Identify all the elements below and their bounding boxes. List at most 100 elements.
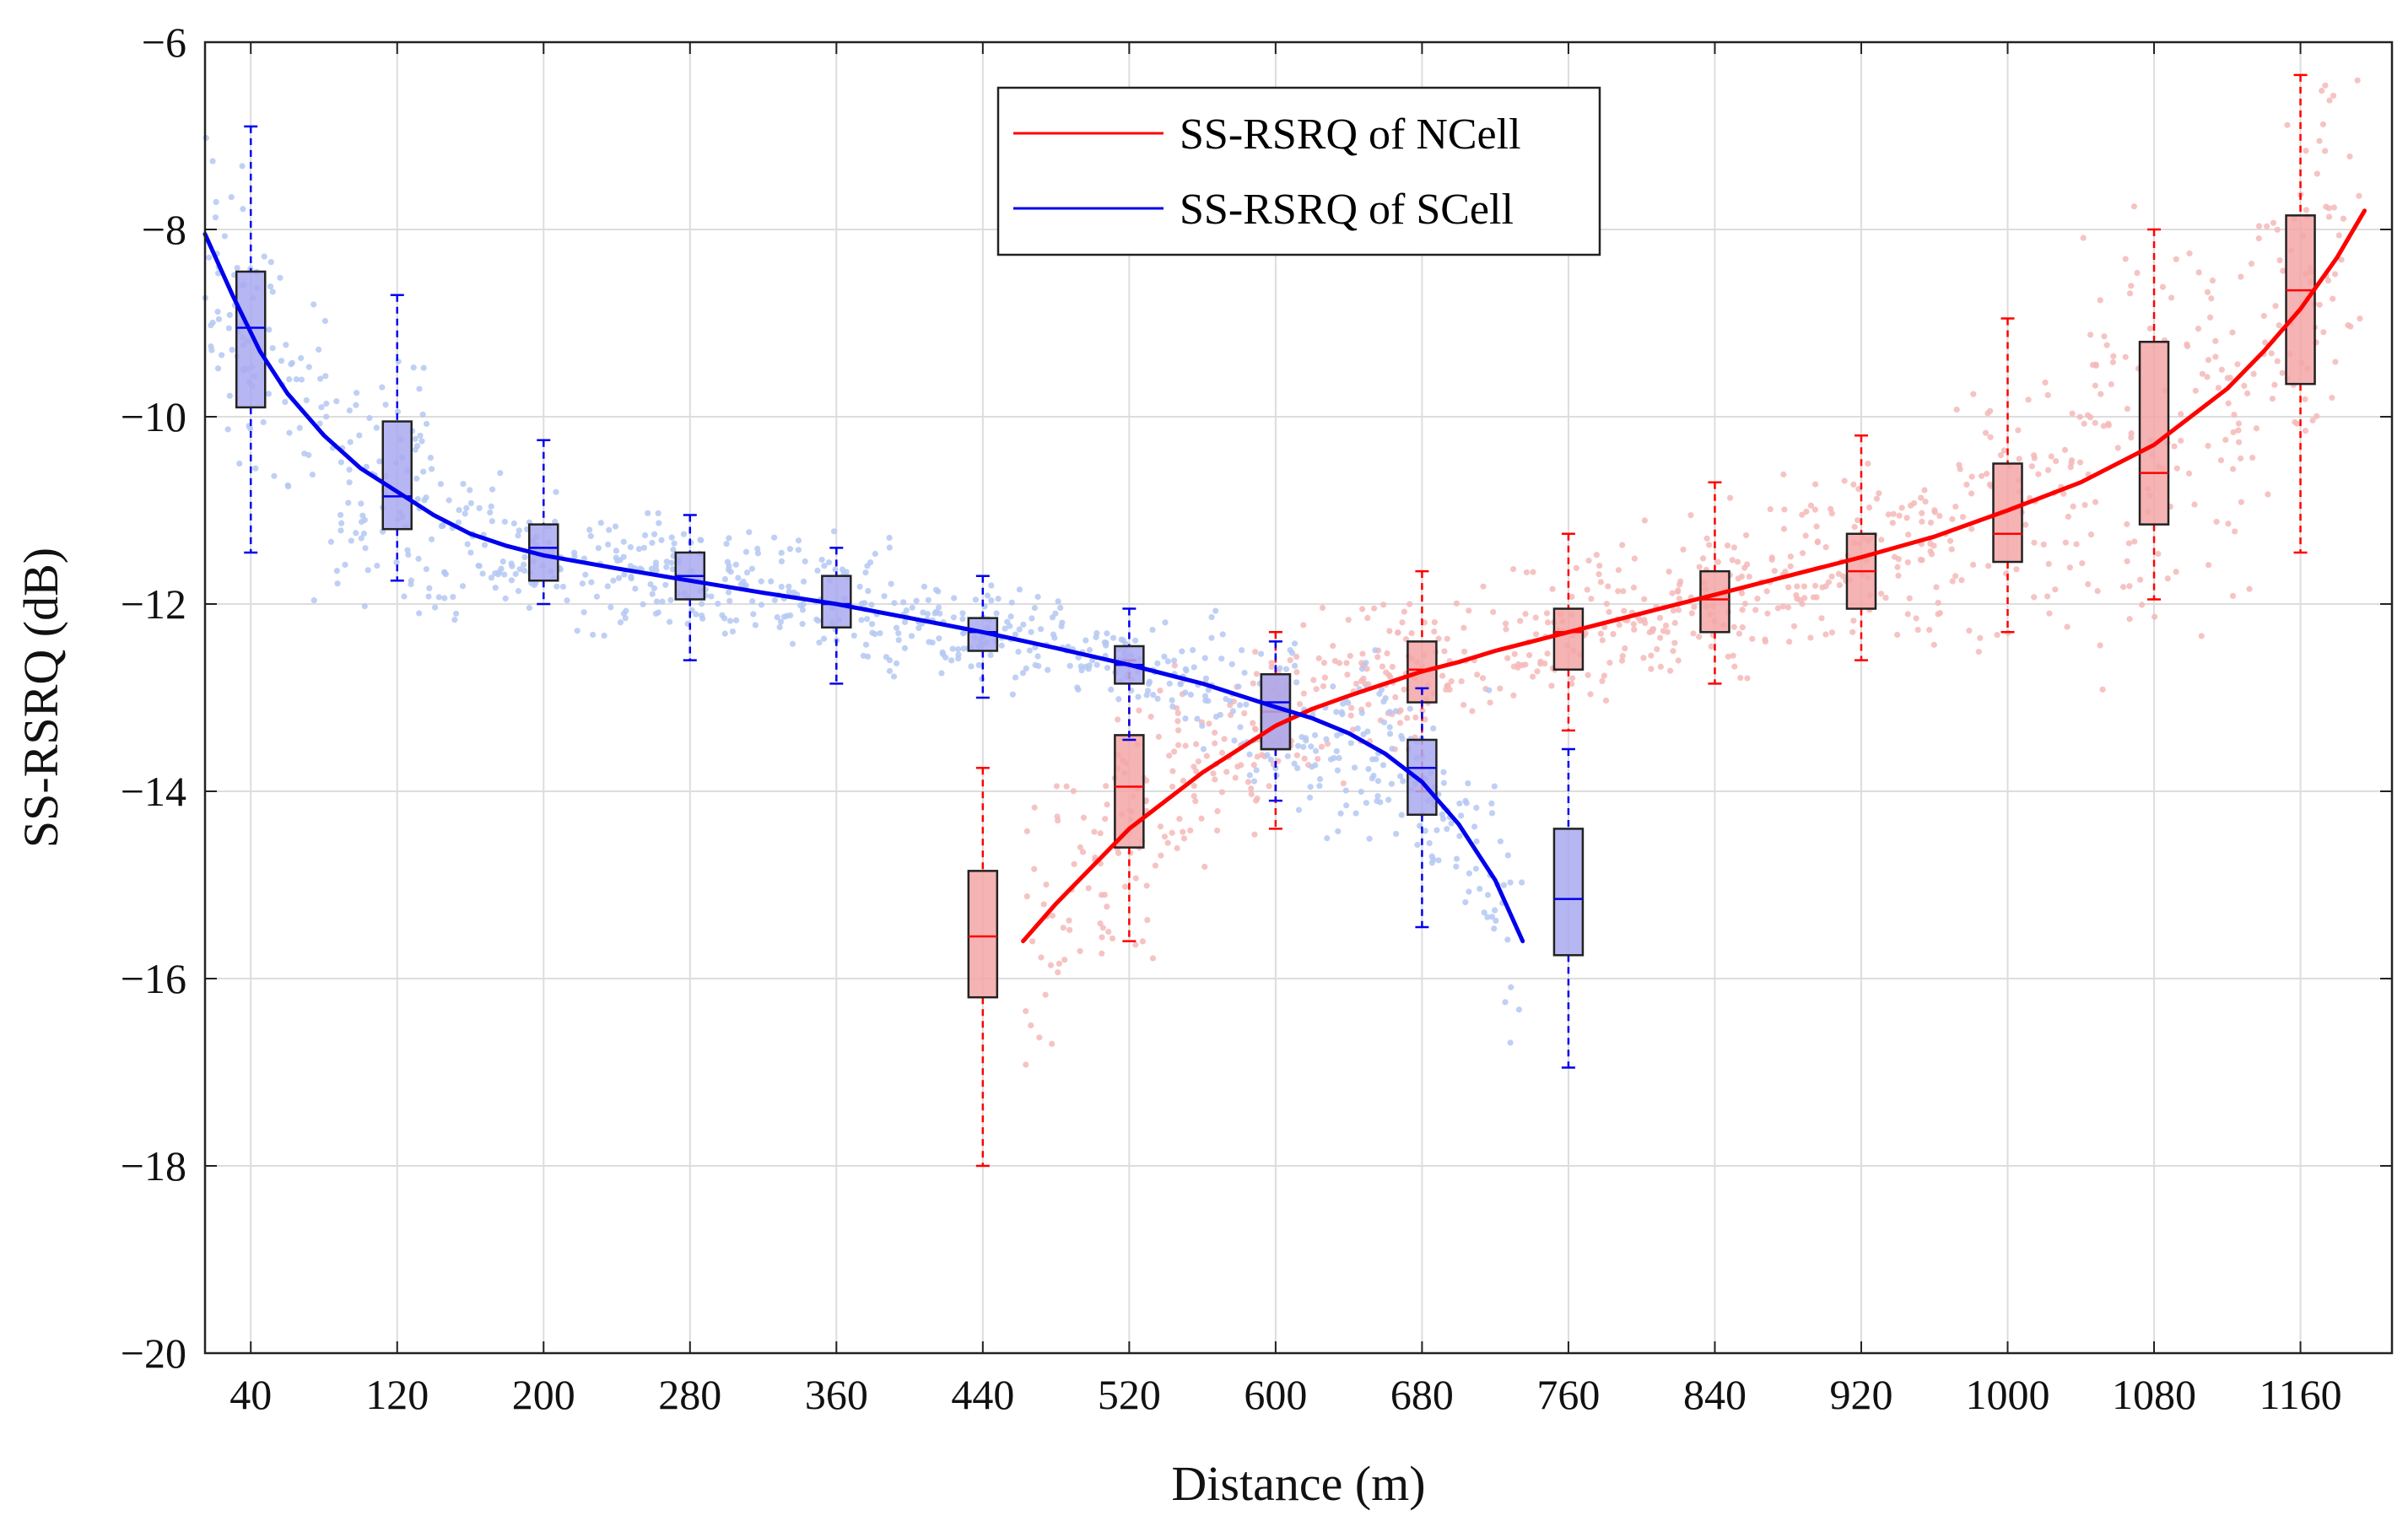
- scell-sample-point: [1316, 775, 1324, 783]
- ncell-sample-point: [1408, 629, 1415, 637]
- ncell-sample-point: [1963, 481, 1970, 488]
- scell-sample-point: [428, 536, 435, 542]
- scell-sample-point: [467, 487, 473, 494]
- scell-sample-point: [214, 308, 221, 316]
- scell-sample-point: [900, 599, 907, 606]
- scell-sample-point: [467, 499, 474, 507]
- scell-sample-point: [655, 510, 661, 517]
- ncell-sample-point: [1983, 470, 1990, 477]
- scell-sample-point: [699, 612, 705, 619]
- scell-sample-point: [467, 549, 474, 556]
- scell-sample-point: [758, 601, 765, 608]
- scell-sample-point: [662, 581, 669, 588]
- scell-sample-point: [1161, 653, 1168, 660]
- ncell-sample-point: [1599, 637, 1606, 644]
- ncell-sample-point: [1946, 537, 1954, 544]
- scell-sample-point: [488, 574, 495, 581]
- scell-sample-point: [1311, 731, 1319, 739]
- scell-sample-point: [1393, 830, 1400, 838]
- ncell-sample-point: [1926, 627, 1933, 634]
- scell-sample-point: [863, 616, 871, 623]
- scell-sample-point: [337, 459, 344, 466]
- ncell-sample-point: [1790, 623, 1798, 629]
- ncell-sample-point: [1828, 629, 1836, 636]
- ncell-sample-point: [2098, 391, 2104, 397]
- scell-sample-point: [426, 585, 433, 591]
- scell-sample-point: [1019, 670, 1027, 677]
- scell-sample-point: [721, 615, 728, 622]
- scell-sample-point: [1340, 700, 1347, 707]
- scell-sample-point: [362, 545, 369, 552]
- scell-sample-point: [1293, 679, 1300, 686]
- scell-sample-point: [1219, 631, 1226, 638]
- ncell-sample-point: [1071, 860, 1077, 867]
- ncell-sample-point: [1460, 702, 1467, 709]
- ncell-sample-point: [1987, 434, 1994, 440]
- y-tick-label: −8: [142, 206, 186, 253]
- scell-sample-point: [795, 537, 802, 544]
- scell-sample-point: [1164, 658, 1171, 665]
- ncell-sample-point: [1764, 610, 1771, 617]
- ncell-sample-point: [1739, 624, 1746, 631]
- ncell-sample-point: [2268, 350, 2275, 357]
- scell-sample-point: [668, 559, 675, 566]
- ncell-sample-point: [1603, 601, 1610, 607]
- scell-sample-point: [1093, 661, 1100, 668]
- scell-sample-point: [267, 259, 274, 266]
- ncell-sample-point: [1101, 891, 1109, 898]
- scell-sample-point: [418, 438, 425, 445]
- ncell-sample-point: [2235, 427, 2242, 434]
- scell-sample-point: [901, 618, 909, 626]
- ncell-sample-point: [1399, 619, 1406, 626]
- scell-sample-point: [1267, 756, 1274, 763]
- ncell-sample-point: [1913, 615, 1919, 622]
- scell-sample-point: [1351, 764, 1358, 771]
- ncell-sample-point: [2040, 541, 2047, 548]
- ncell-sample-point: [1606, 660, 1613, 666]
- ncell-sample-point: [1132, 941, 1139, 948]
- scell-sample-point: [1208, 634, 1215, 641]
- ncell-sample-point: [1885, 511, 1892, 518]
- scell-sample-point: [909, 604, 915, 611]
- scell-sample-point: [1372, 647, 1379, 654]
- scell-sample-point: [1066, 662, 1073, 669]
- ncell-sample-point: [1865, 504, 1873, 511]
- ncell-sample-point: [1036, 1034, 1043, 1041]
- ncell-sample-point: [2000, 447, 2007, 454]
- scell-sample-point: [1400, 778, 1406, 785]
- ncell-sample-point: [1781, 506, 1788, 513]
- ncell-sample-point: [1115, 850, 1122, 856]
- scell-sample-point: [309, 471, 316, 478]
- ncell-sample-point: [2204, 289, 2211, 295]
- scell-sample-point: [1324, 835, 1331, 842]
- scell-sample-point: [748, 565, 756, 572]
- ncell-sample-point: [1503, 626, 1509, 633]
- ncell-sample-point: [1649, 628, 1655, 635]
- scell-sample-point: [937, 610, 943, 617]
- ncell-sample-point: [1544, 650, 1551, 657]
- scell-sample-point: [903, 607, 910, 614]
- ncell-sample-point: [1401, 608, 1407, 615]
- scell-sample-point: [649, 539, 656, 547]
- ncell-sample-point: [2068, 457, 2076, 464]
- scell-sample-point: [552, 518, 559, 526]
- ncell-sample-point: [1530, 673, 1536, 680]
- ncell-sample-point: [1588, 596, 1595, 602]
- scell-sample-point: [605, 541, 612, 548]
- scell-sample-point: [861, 600, 868, 607]
- ncell-sample-point: [1714, 558, 1721, 565]
- scell-sample-point: [1074, 684, 1081, 691]
- ncell-sample-point: [1097, 920, 1104, 927]
- scell-sample-point: [620, 553, 627, 560]
- scell-sample-point: [610, 577, 617, 584]
- ncell-sample-point: [1985, 563, 1992, 569]
- scell-sample-point: [1250, 778, 1258, 785]
- ncell-sample-point: [1785, 639, 1793, 645]
- ncell-box-1080: [2138, 228, 2170, 601]
- scell-sample-point: [1430, 725, 1437, 732]
- scell-sample-point: [215, 316, 223, 322]
- scell-sample-point: [1035, 662, 1042, 670]
- scell-sample-point: [265, 391, 273, 397]
- scell-sample-point: [1016, 586, 1023, 593]
- scell-sample-point: [1253, 767, 1260, 774]
